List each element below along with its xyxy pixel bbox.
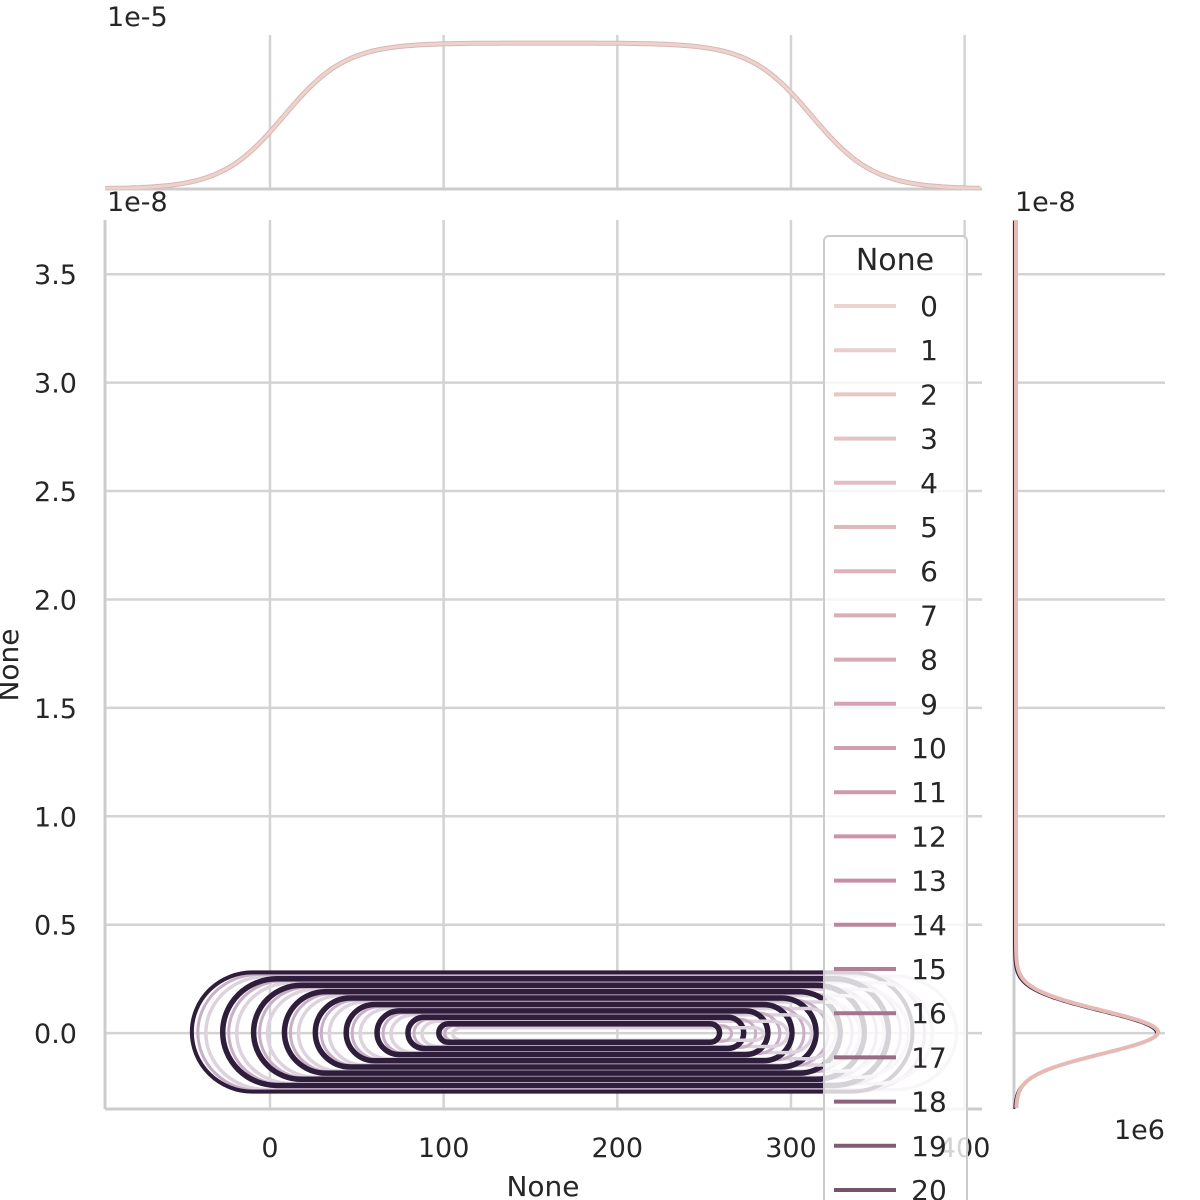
y-tick-label: 2.0 <box>34 585 77 616</box>
legend-label: 3 <box>920 423 938 456</box>
legend-label: 14 <box>911 909 947 942</box>
contour-dark-7 <box>405 1014 747 1052</box>
top-density-curve <box>105 41 981 189</box>
x-axis-label: None <box>506 1170 579 1200</box>
legend-label: 16 <box>911 997 947 1030</box>
y-axis-label: None <box>0 628 25 701</box>
legend-label: 15 <box>911 953 947 986</box>
top-marginal-grid <box>268 35 966 189</box>
legend-label: 6 <box>920 555 938 588</box>
contour-dark-8 <box>436 1020 723 1046</box>
legend-label: 1 <box>920 334 938 367</box>
legend-frame <box>823 235 968 1200</box>
right-marginal-density-curves <box>1013 220 1160 1109</box>
right-density-curve-dark <box>1013 220 1157 1109</box>
right-marginal-x-offset-label: 1e6 <box>1114 1115 1165 1146</box>
top-marginal: 1e-5 <box>105 2 982 191</box>
right-density-curve <box>1014 220 1160 1109</box>
y-tick-label: 1.0 <box>34 802 77 833</box>
x-tick-label: 300 <box>765 1133 817 1164</box>
y-tick-labels: 0.0 0.5 1.0 1.5 2.0 2.5 3.0 3.5 <box>34 260 77 1050</box>
top-density-curve-shadow <box>105 40 981 189</box>
legend-label: 0 <box>920 290 938 323</box>
top-marginal-offset-label: 1e-5 <box>107 2 168 33</box>
x-tick-label: 0 <box>261 1133 278 1164</box>
legend-label: 5 <box>920 511 938 544</box>
right-marginal-offset-label: 1e-8 <box>1015 187 1076 218</box>
y-tick-label: 2.5 <box>34 477 77 508</box>
x-tick-label: 100 <box>418 1133 470 1164</box>
legend-label: 4 <box>920 467 938 500</box>
y-tick-label: 3.0 <box>34 369 77 400</box>
contour-dark-6 <box>374 1008 771 1058</box>
legend-label: 11 <box>911 776 947 809</box>
legend-label: 17 <box>911 1041 947 1074</box>
legend-label: 7 <box>920 599 938 632</box>
contour-dark-4 <box>312 995 819 1070</box>
legend-label: 18 <box>911 1086 947 1119</box>
legend-label: 19 <box>911 1130 947 1163</box>
top-marginal-density-curves <box>105 40 981 189</box>
y-tick-label: 1.5 <box>34 694 77 725</box>
legend-label: 8 <box>920 644 938 677</box>
right-marginal-grid <box>1014 272 1165 1035</box>
y-tick-label: 3.5 <box>34 260 77 291</box>
x-tick-label: 200 <box>592 1133 644 1164</box>
right-marginal: 1e-8 1e6 <box>1012 187 1165 1146</box>
legend-label: 13 <box>911 865 947 898</box>
legend-label: 2 <box>920 378 938 411</box>
legend-label: 9 <box>920 688 938 721</box>
contour-dark-5 <box>343 1001 795 1064</box>
legend-label: 12 <box>911 820 947 853</box>
legend-title: None <box>856 243 934 278</box>
legend-label: 20 <box>911 1174 947 1200</box>
y-tick-label: 0.5 <box>34 911 77 942</box>
y-tick-label: 0.0 <box>34 1019 77 1050</box>
main-y-offset-label: 1e-8 <box>107 187 168 218</box>
legend-label: 10 <box>911 732 947 765</box>
